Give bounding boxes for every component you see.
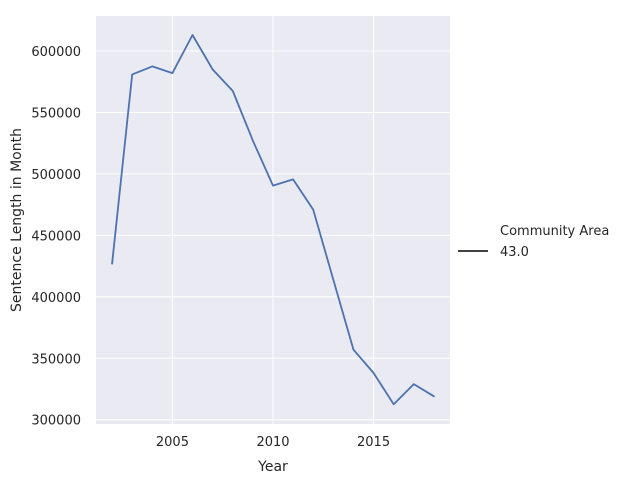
data-point	[150, 64, 154, 68]
y-tick-label: 450000	[31, 229, 81, 244]
data-point	[311, 208, 315, 212]
data-point	[191, 33, 195, 37]
x-tick-labels: 2005 2010 2015	[156, 435, 390, 450]
y-tick-label: 400000	[31, 291, 81, 306]
x-axis-label: Year	[257, 459, 288, 475]
x-tick-label: 2015	[357, 435, 390, 450]
x-tick-label: 2005	[156, 435, 189, 450]
y-tick-label: 500000	[31, 168, 81, 183]
data-point	[110, 262, 114, 266]
data-point	[231, 89, 235, 93]
data-point	[412, 382, 416, 386]
legend-title: Community Area	[500, 224, 609, 239]
data-point	[372, 371, 376, 375]
data-point	[351, 348, 355, 352]
data-point	[392, 402, 396, 406]
data-point	[432, 394, 436, 398]
y-tick-label: 600000	[31, 45, 81, 60]
horizontal-gridlines	[96, 50, 450, 421]
data-point	[291, 177, 295, 181]
data-point	[170, 71, 174, 75]
data-point	[251, 139, 255, 143]
data-point	[271, 184, 275, 188]
y-tick-labels: 300000 350000 400000 450000 500000 550000 6000…	[31, 45, 81, 429]
legend-entry-label: 43.0	[500, 245, 529, 260]
data-point	[331, 278, 335, 282]
vertical-gridlines	[171, 16, 375, 424]
y-tick-label: 550000	[31, 106, 81, 121]
y-tick-label: 300000	[31, 414, 81, 429]
series-layer	[110, 33, 436, 406]
legend: Community Area 43.0	[458, 224, 609, 260]
series-line	[111, 34, 435, 406]
y-tick-label: 350000	[31, 352, 81, 367]
data-point	[130, 72, 134, 76]
x-tick-label: 2010	[256, 435, 289, 450]
y-axis-label: Sentence Length in Month	[9, 128, 25, 312]
data-point	[211, 67, 215, 71]
